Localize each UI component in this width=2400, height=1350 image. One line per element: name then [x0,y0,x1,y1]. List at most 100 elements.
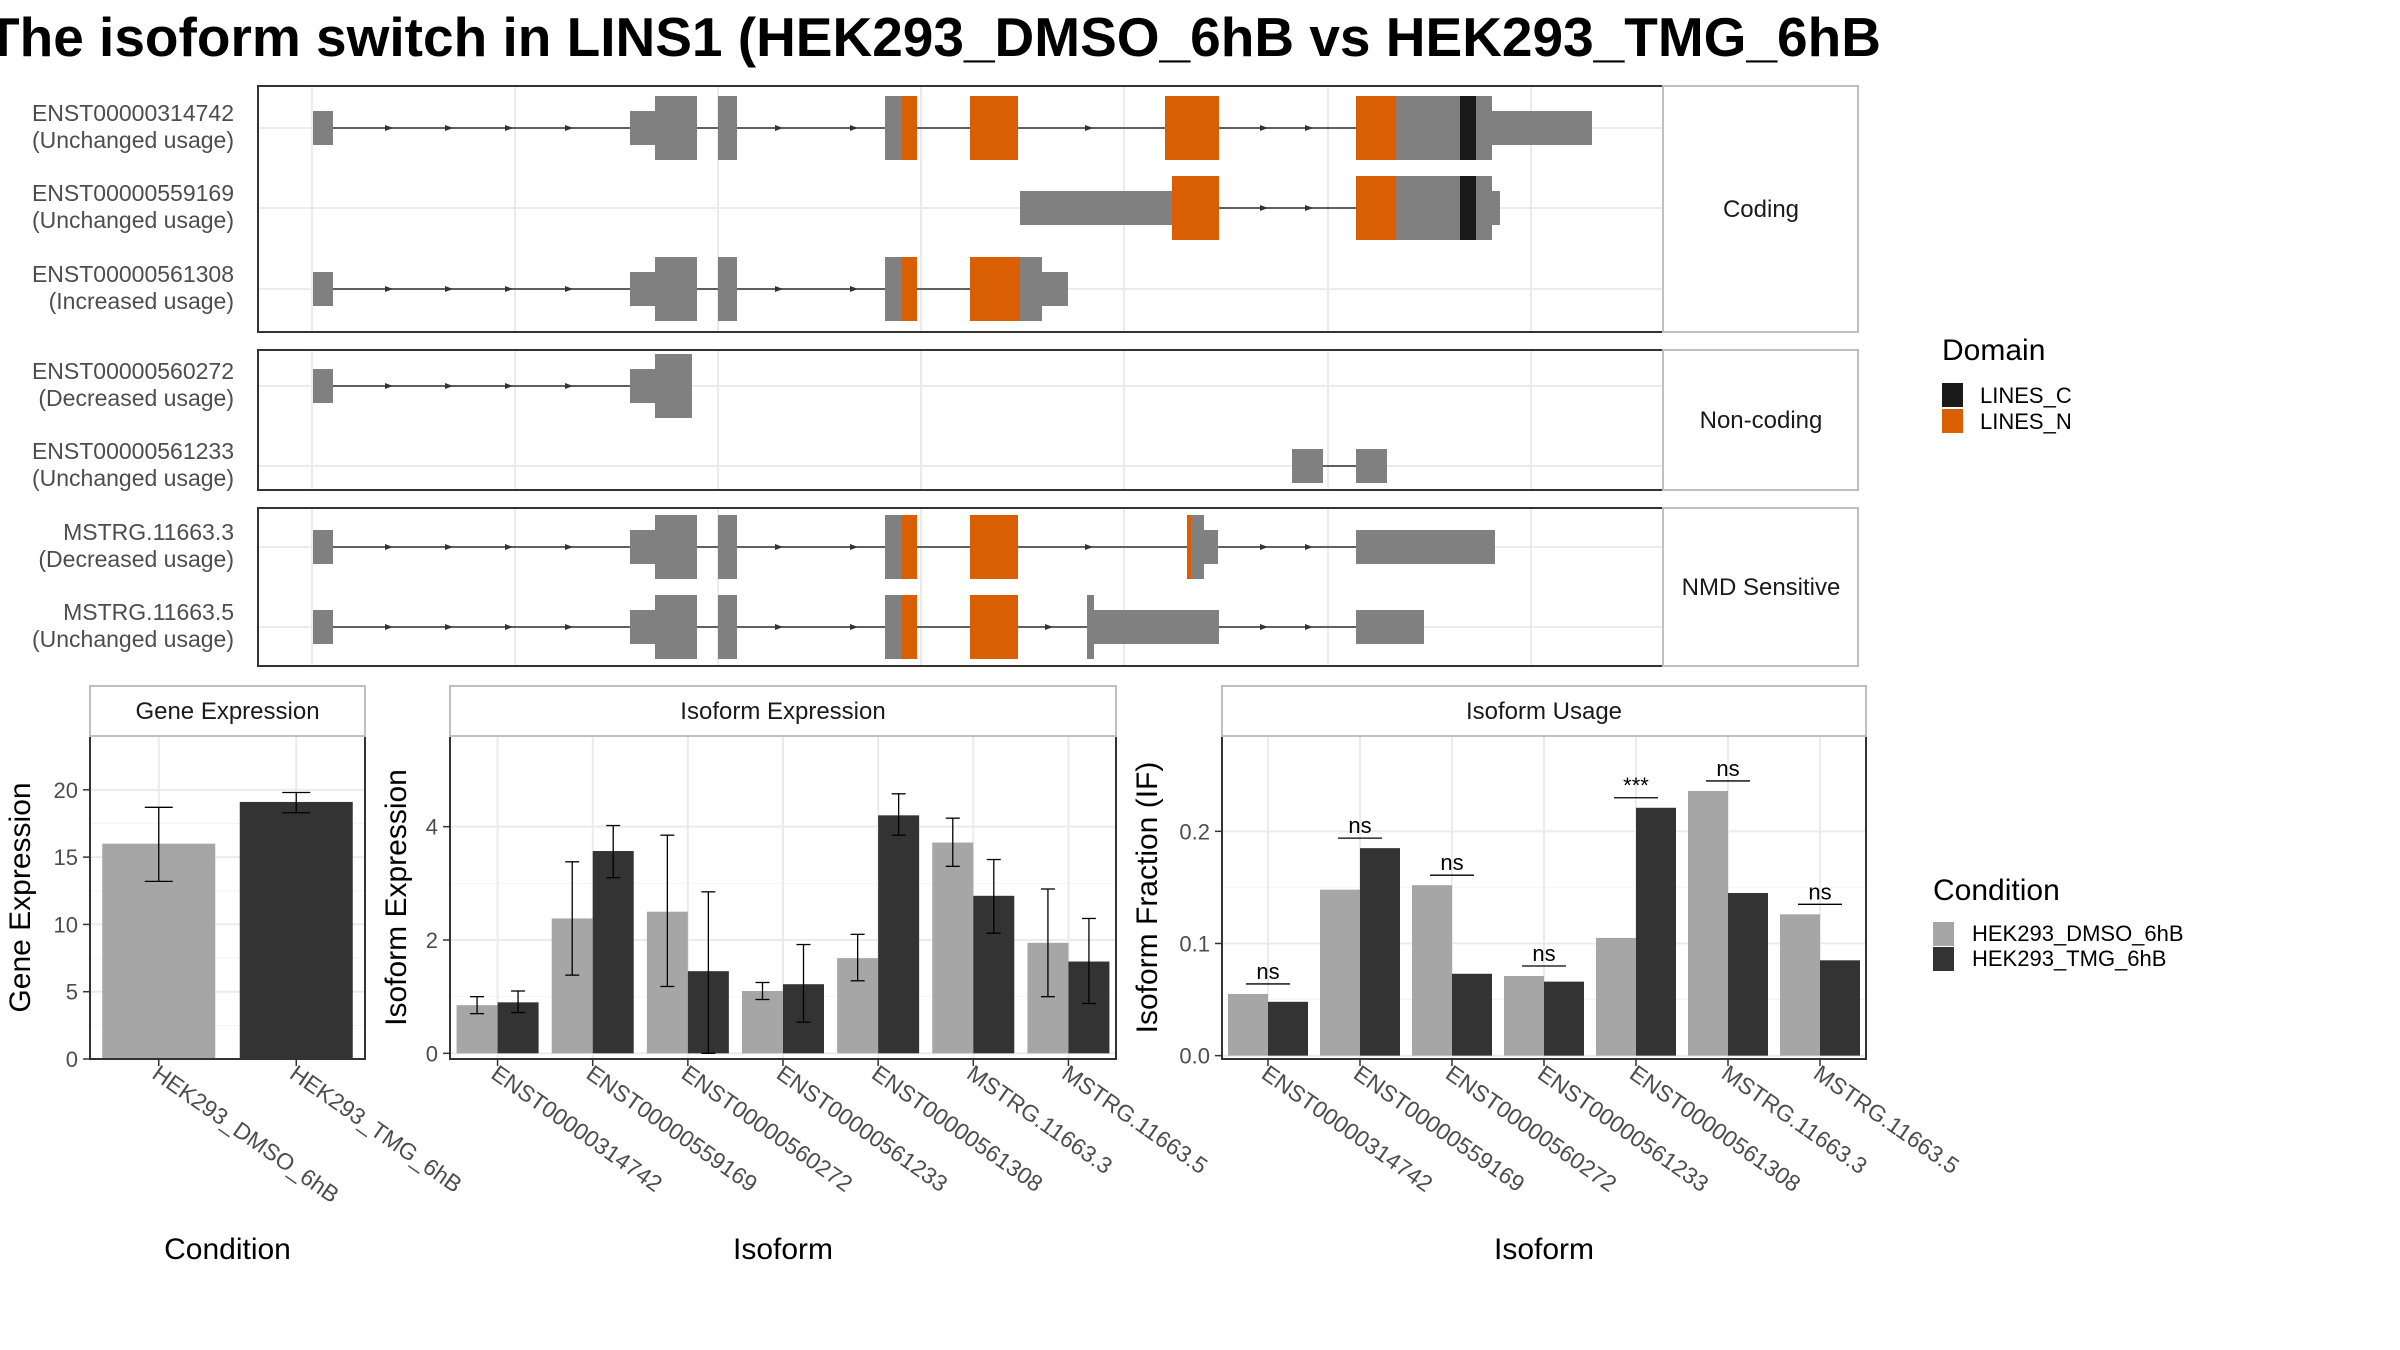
facet-strip [1221,685,1867,737]
intron-direction-arrow [385,125,393,131]
y-tick-label: 0.0 [1179,1044,1210,1069]
legend-key-lines-n [1942,409,1963,433]
exon-block [313,272,333,306]
facet-strip-label: Non-coding [1700,407,1823,434]
structure-panel-background [258,350,1663,490]
intron-direction-arrow [1085,125,1093,131]
legend-label: HEK293_DMSO_6hB [1972,921,2184,946]
intron-direction-arrow [1305,544,1313,550]
bar [1544,981,1584,1056]
facet-strip [89,685,366,737]
bar [239,801,353,1059]
legend-label: LINES_N [1980,409,2072,434]
lines-n-domain [970,515,1018,579]
significance-label: ns [1532,941,1555,966]
lines-n-domain [970,96,1018,160]
chart-title: Isoform Usage [1466,698,1622,725]
exon-block [1020,191,1172,225]
exon-block [1204,530,1218,564]
legend-key-lines-c [1942,383,1963,407]
x-tick-label: ENST00000561308 [867,1060,1047,1197]
exon-block [1020,257,1042,321]
bar [1688,790,1728,1056]
bar [592,851,634,1054]
lines-n-domain [902,96,917,160]
lines-n-domain [1187,515,1191,579]
exon-block [1476,96,1492,160]
y-tick-label: 4 [426,815,438,840]
intron-direction-arrow [385,624,393,630]
legend-key-tmg [1933,947,1954,971]
exon-block [313,369,333,403]
lines-c-domain [1460,96,1476,160]
x-tick-label: ENST00000314742 [1257,1060,1437,1197]
intron-direction-arrow [445,383,453,389]
exon-block [655,96,697,160]
isoform-label: MSTRG.11663.3 [63,519,234,545]
y-axis-title: Gene Expression [4,782,37,1012]
isoform-label: ENST00000561233 [32,438,234,464]
isoform-label: MSTRG.11663.5 [63,599,234,625]
y-tick-label: 5 [66,980,78,1005]
lines-n-domain [970,257,1020,321]
chart-title: Isoform Expression [680,698,885,725]
y-tick-label: 2 [426,928,438,953]
bar [742,991,783,1054]
intron-direction-arrow [505,383,513,389]
bar [1360,848,1400,1056]
x-tick-label: ENST00000560272 [677,1060,857,1197]
x-tick-label: ENST00000561233 [1533,1060,1713,1197]
intron-direction-arrow [775,624,783,630]
exon-block [885,257,902,321]
exon-block [630,111,655,145]
significance-label: ns [1256,959,1279,984]
lines-n-domain [1165,96,1219,160]
intron-direction-arrow [1045,624,1053,630]
exon-block [718,96,737,160]
facet-strip [1662,85,1859,333]
transcript-structure-panel: ENST00000314742(Unchanged usage) ENST0000… [32,85,1859,667]
x-tick-label: ENST00000559169 [582,1060,762,1197]
bar [1636,807,1676,1056]
x-tick-label: ENST00000561308 [1625,1060,1805,1197]
significance-label: ns [1808,879,1831,904]
intron-direction-arrow [1085,544,1093,550]
lines-n-domain [1356,96,1396,160]
x-axis-title: Isoform [733,1233,833,1266]
intron-direction-arrow [1305,624,1313,630]
exon-block [630,610,655,644]
intron-direction-arrow [565,286,573,292]
significance-label: ns [1440,850,1463,875]
intron-direction-arrow [565,544,573,550]
facet-strip [1662,507,1859,667]
bar [1228,993,1268,1056]
lines-n-domain [902,257,917,321]
x-axis-title: Condition [164,1233,291,1266]
gene-expression-chart: Gene Expression05101520HEK293_DMSO_6hBHE… [4,685,467,1266]
intron-direction-arrow [385,286,393,292]
isoform-label: ENST00000314742 [32,100,234,126]
intron-direction-arrow [850,624,858,630]
intron-direction-arrow [385,383,393,389]
isoform-usage-label: (Unchanged usage) [32,127,234,153]
exon-block [1396,176,1460,240]
lines-n-domain [902,595,917,659]
y-tick-label: 0.2 [1179,819,1210,844]
bar [1780,914,1820,1056]
condition-legend-title: Condition [1933,874,2060,907]
exon-block [718,257,737,321]
exon-block [313,111,333,145]
isoform-usage-label: (Decreased usage) [38,385,234,411]
exon-block [1396,96,1460,160]
exon-block [1492,191,1500,225]
exon-block [1087,595,1094,659]
intron-direction-arrow [565,624,573,630]
lines-n-domain [1172,176,1219,240]
bar [1728,893,1768,1056]
intron-direction-arrow [775,125,783,131]
y-axis-title: Isoform Fraction (IF) [1131,762,1164,1034]
x-tick-label: ENST00000559169 [1349,1060,1529,1197]
intron-direction-arrow [505,624,513,630]
exon-block [1492,111,1592,145]
